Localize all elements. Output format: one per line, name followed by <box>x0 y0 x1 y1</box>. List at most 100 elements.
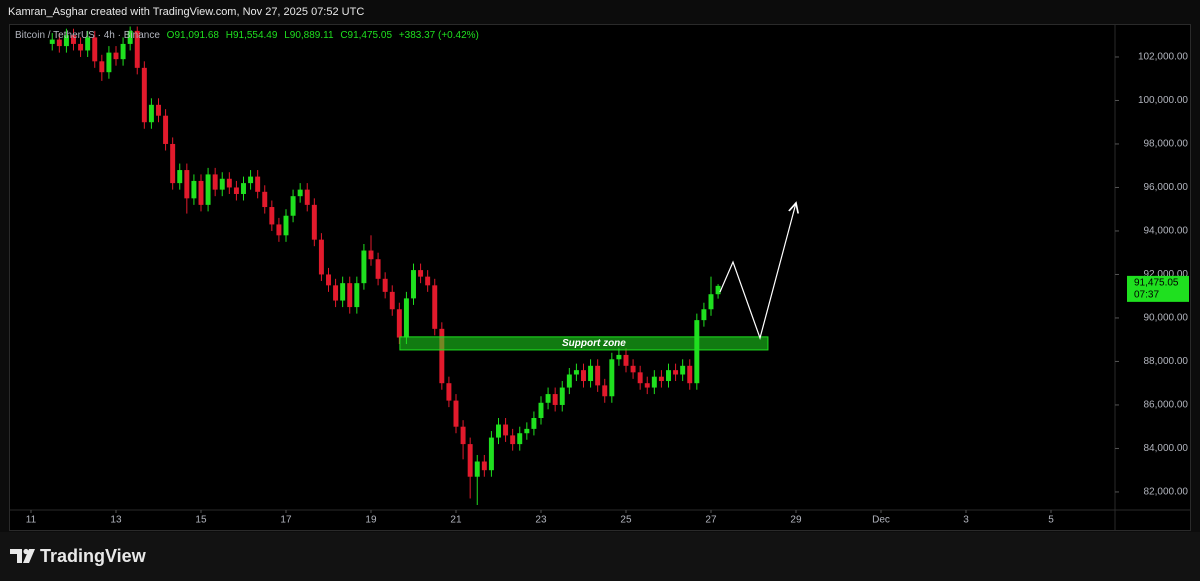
x-tick-label: 21 <box>450 515 462 526</box>
candle-body <box>63 35 69 47</box>
candle-body <box>71 35 76 44</box>
footer-logo[interactable]: TradingView <box>40 546 147 566</box>
legend-change: +383.37 (+0.42%) <box>399 30 479 41</box>
candle-body <box>680 365 686 375</box>
candle-body <box>588 365 594 382</box>
x-tick-label: 25 <box>620 515 632 526</box>
candle-body <box>78 43 84 51</box>
candle-body <box>425 276 431 286</box>
candle-body <box>318 239 324 275</box>
candle-body <box>177 170 183 184</box>
x-tick-label: 3 <box>963 515 969 526</box>
candle-body <box>503 424 509 436</box>
candle-body <box>488 437 494 471</box>
chart-frame <box>9 24 1191 531</box>
x-tick-label: 29 <box>790 515 802 526</box>
legend-high: H91,554.49 <box>226 30 278 41</box>
candle-body <box>361 250 367 284</box>
candle-body <box>552 394 558 405</box>
candle-body <box>666 370 671 382</box>
candle-body <box>191 180 197 199</box>
candle-body <box>481 461 487 471</box>
legend: Bitcoin / TetherUS · 4h · Binance O91,09… <box>15 30 479 41</box>
x-tick-label: 23 <box>535 515 547 526</box>
candle-body <box>531 418 537 429</box>
candle-body <box>467 444 473 477</box>
candle-body <box>304 189 310 205</box>
y-tick-label: 100,000.00 <box>1138 95 1188 106</box>
x-tick-label: 19 <box>365 515 377 526</box>
footer <box>0 532 1200 581</box>
candle-body <box>460 426 466 445</box>
candle-body <box>609 359 615 397</box>
legend-line: Bitcoin / TetherUS · 4h · Binance O91,09… <box>15 30 479 41</box>
candle-body <box>163 115 169 144</box>
projection-arrow <box>719 203 796 341</box>
candle-body <box>134 30 140 68</box>
candle-body <box>219 178 225 190</box>
x-tick-label: 11 <box>26 515 37 526</box>
candle-body <box>326 274 331 286</box>
y-tick-label: 98,000.00 <box>1144 139 1189 150</box>
legend-open: O91,091.68 <box>167 30 220 41</box>
x-tick-label: Dec <box>872 515 890 526</box>
legend-symbol: Bitcoin / TetherUS · 4h · Binance <box>15 30 160 41</box>
candle-body <box>106 52 112 73</box>
candle-body <box>113 52 119 60</box>
candle-body <box>340 283 346 301</box>
candle-body <box>432 285 438 329</box>
candle-body <box>99 61 105 73</box>
price-label: 91,475.05 <box>1134 278 1179 289</box>
candle-body <box>496 424 501 438</box>
candle-body <box>637 372 643 384</box>
candle-body <box>276 224 282 236</box>
candle-body <box>524 428 530 434</box>
candle-body <box>56 39 62 47</box>
y-tick-label: 96,000.00 <box>1144 182 1189 193</box>
attribution: Kamran_Asghar created with TradingView.c… <box>8 6 364 18</box>
candle-body <box>595 365 601 386</box>
y-tick-label: 88,000.00 <box>1144 356 1189 367</box>
candle-body <box>701 309 707 321</box>
candle-body <box>396 309 402 338</box>
support-zone <box>399 336 769 351</box>
candle-body <box>559 387 565 405</box>
candle-body <box>602 385 608 397</box>
candle-body <box>262 191 268 208</box>
candle-body <box>269 207 275 225</box>
candle-body <box>630 365 636 373</box>
y-tick-label: 94,000.00 <box>1144 226 1189 237</box>
candle-body <box>375 259 381 279</box>
legend-low: L90,889.11 <box>284 30 334 41</box>
candle-body <box>205 174 211 205</box>
candle-body <box>290 196 296 216</box>
candle-body <box>382 278 388 292</box>
candle-body <box>212 174 218 190</box>
candle-body <box>389 291 395 310</box>
candle-body <box>184 170 190 199</box>
price-label-box <box>1127 275 1189 302</box>
y-tick-label: 92,000.00 <box>1144 269 1189 280</box>
candle-body <box>170 143 176 184</box>
y-tick-label: 90,000.00 <box>1144 313 1189 324</box>
support-zone-label: Support zone <box>562 338 626 349</box>
candle-body <box>127 30 133 44</box>
candle-body <box>148 104 154 123</box>
x-tick-label: 5 <box>1048 515 1054 526</box>
candle-body <box>248 176 254 184</box>
x-tick-label: 27 <box>705 515 717 526</box>
x-tick-label: 13 <box>110 515 122 526</box>
candle-body <box>354 283 360 308</box>
candle-body <box>156 104 161 116</box>
y-tick-label: 86,000.00 <box>1144 400 1189 411</box>
candle-body <box>198 180 204 205</box>
candle-body <box>439 328 445 384</box>
candle-body <box>297 189 303 197</box>
candle-body <box>233 187 239 194</box>
x-tick-label: 17 <box>280 515 292 526</box>
candle-body <box>283 215 289 236</box>
candle-body <box>651 376 657 388</box>
candle-body <box>347 283 353 308</box>
legend-close: C91,475.05 <box>340 30 392 41</box>
y-tick-label: 84,000.00 <box>1144 443 1189 454</box>
